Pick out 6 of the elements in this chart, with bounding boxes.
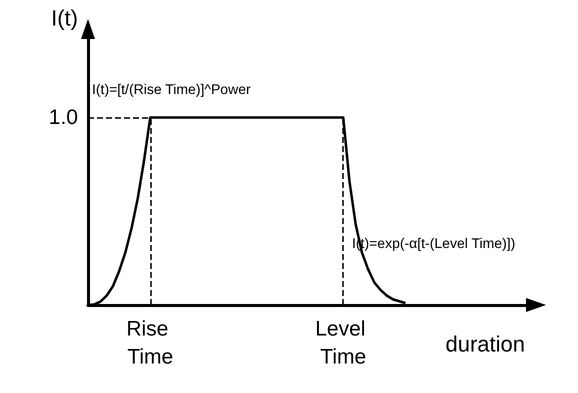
x-tick-label: Level Time <box>315 318 372 368</box>
y-axis-title: I(t) <box>51 6 78 30</box>
x-axis-title: duration <box>445 332 525 356</box>
x-tick-label: Rise Time <box>126 318 174 368</box>
ref-line-label: 1.0 <box>48 106 78 129</box>
text: I(t)=[t/(Rise Time)]^Power <box>92 81 251 97</box>
